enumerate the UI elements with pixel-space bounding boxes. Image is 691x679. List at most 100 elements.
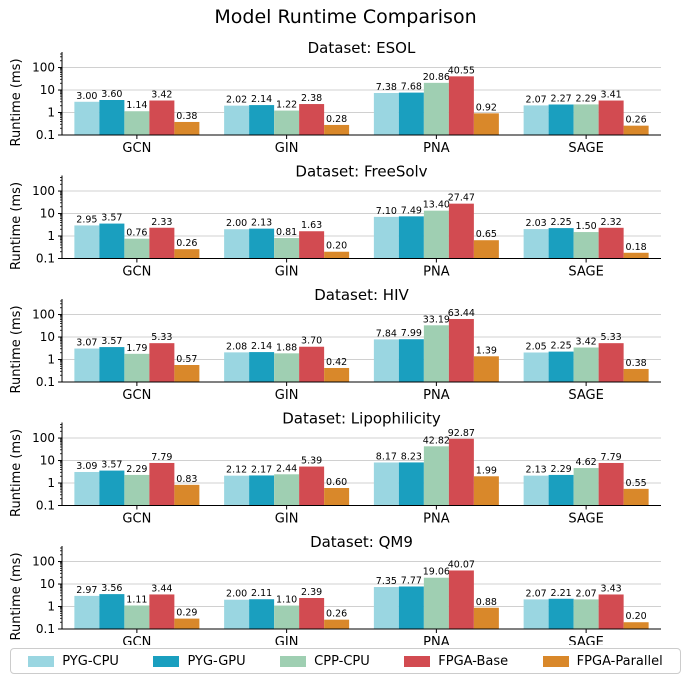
legend-label-pyg-gpu: PYG-GPU [187, 653, 246, 669]
x-category-label: GIN [275, 265, 299, 280]
bar-value-label: 1.10 [276, 595, 297, 606]
bar-value-label: 3.44 [151, 583, 172, 594]
bar-pyg-cpu [74, 471, 100, 506]
bar-pyg-cpu [224, 105, 250, 135]
x-category-label: SAGE [568, 388, 603, 403]
y-tick-label: 1 [47, 600, 55, 614]
bar-value-label: 2.38 [301, 93, 322, 104]
bar-value-label: 2.29 [576, 93, 597, 104]
bar-value-label: 7.38 [376, 82, 397, 93]
y-tick-label: 0.1 [36, 622, 55, 636]
x-category-label: PNA [423, 388, 450, 403]
bar-value-label: 7.10 [376, 206, 397, 217]
bar-fpga-parallel [473, 113, 499, 135]
bar-value-label: 5.33 [151, 332, 172, 343]
bar-value-label: 0.81 [276, 227, 297, 238]
panel-dataset-freesolv: Dataset: FreeSolv 0.1 1 10 100 2.95 3.57 0.76 2.… [9, 163, 661, 280]
x-category-label: PNA [423, 265, 450, 280]
bar-fpga-parallel [174, 484, 200, 506]
legend-item-pyg-gpu: PYG-GPU [153, 653, 246, 669]
panel-dataset-esol: Dataset: ESOL 0.1 1 10 100 3.00 3.60 1.14 3.42 0.… [9, 39, 661, 156]
y-tick-label: 100 [32, 61, 55, 75]
bar-fpga-parallel [324, 251, 350, 259]
bar-pyg-cpu [523, 105, 549, 135]
bar-value-label: 3.09 [76, 461, 97, 472]
bar-fpga-parallel [324, 488, 350, 506]
bar-value-label: 1.79 [126, 343, 147, 354]
bar-cpp-cpu [124, 605, 150, 629]
bar-value-label: 7.68 [401, 82, 422, 93]
bar-pyg-cpu [373, 339, 399, 382]
bar-pyg-cpu [74, 225, 100, 259]
legend-item-pyg-cpu: PYG-CPU [28, 654, 119, 669]
bar-pyg-gpu [249, 352, 275, 382]
chart-panels: Dataset: ESOL 0.1 1 10 100 3.00 3.60 1.14 3.42 0.… [9, 39, 661, 645]
bar-value-label: 2.29 [126, 464, 147, 475]
bar-value-label: 1.22 [276, 100, 297, 111]
bar-cpp-cpu [573, 468, 599, 506]
bar-value-label: 2.08 [226, 341, 247, 352]
bar-fpga-base [448, 438, 474, 506]
bar-value-label: 3.41 [601, 90, 622, 101]
bar-value-label: 0.65 [476, 229, 497, 240]
bar-value-label: 1.99 [476, 465, 497, 476]
y-axis-label: Runtime (ms) [9, 429, 24, 517]
bar-value-label: 2.12 [226, 465, 247, 476]
bar-pyg-gpu [398, 462, 424, 506]
bar-pyg-gpu [398, 216, 424, 259]
bar-value-label: 0.38 [626, 358, 647, 369]
bar-fpga-base [149, 227, 175, 259]
y-tick-label: 1 [47, 476, 55, 490]
bar-value-label: 40.07 [448, 559, 475, 570]
bar-value-label: 0.26 [326, 609, 347, 620]
bar-value-label: 5.33 [601, 332, 622, 343]
bar-value-label: 0.60 [326, 477, 347, 488]
bar-fpga-parallel [174, 365, 200, 382]
bar-value-label: 1.14 [126, 100, 147, 111]
legend-swatch-pyg-gpu [153, 655, 180, 667]
bar-value-label: 3.42 [576, 337, 597, 348]
panel-title: Dataset: HIV [314, 286, 409, 304]
y-axis-label: Runtime (ms) [9, 58, 24, 146]
bar-value-label: 3.00 [76, 91, 97, 102]
x-category-label: SAGE [568, 265, 603, 280]
bar-value-label: 2.25 [551, 341, 572, 352]
bar-pyg-cpu [224, 229, 250, 259]
bar-cpp-cpu [573, 347, 599, 382]
x-category-label: PNA [423, 141, 450, 156]
bar-value-label: 2.07 [526, 588, 547, 599]
bar-cpp-cpu [423, 210, 449, 259]
x-category-label: GCN [122, 635, 151, 645]
bar-pyg-gpu [548, 598, 574, 629]
x-category-label: GCN [122, 265, 151, 280]
x-category-label: GIN [275, 388, 299, 403]
bar-pyg-gpu [249, 475, 275, 506]
bar-value-label: 0.20 [626, 611, 647, 622]
bar-pyg-gpu [398, 586, 424, 629]
bar-fpga-base [598, 100, 624, 135]
bar-value-label: 3.42 [151, 90, 172, 101]
bar-pyg-gpu [99, 223, 125, 259]
bar-value-label: 2.39 [301, 587, 322, 598]
y-tick-label: 0.1 [36, 499, 55, 513]
bar-value-label: 33.19 [423, 314, 450, 325]
legend-swatch-fpga-base [404, 655, 431, 667]
bar-cpp-cpu [124, 111, 150, 135]
bar-fpga-base [299, 346, 325, 382]
bar-value-label: 0.26 [176, 238, 197, 249]
bar-value-label: 0.88 [476, 597, 497, 608]
y-tick-label: 10 [40, 330, 55, 344]
bar-fpga-base [299, 231, 325, 259]
bar-cpp-cpu [423, 82, 449, 135]
bar-fpga-parallel [324, 367, 350, 382]
bar-value-label: 4.62 [576, 457, 597, 468]
y-tick-label: 1 [47, 353, 55, 367]
bar-value-label: 1.50 [576, 221, 597, 232]
bar-value-label: 0.55 [626, 478, 647, 489]
bar-fpga-base [448, 570, 474, 629]
bar-fpga-parallel [473, 476, 499, 506]
bar-value-label: 2.25 [551, 217, 572, 228]
bar-value-label: 92.87 [448, 428, 475, 439]
x-category-label: PNA [423, 512, 450, 527]
y-axis-label: Runtime (ms) [9, 552, 24, 640]
